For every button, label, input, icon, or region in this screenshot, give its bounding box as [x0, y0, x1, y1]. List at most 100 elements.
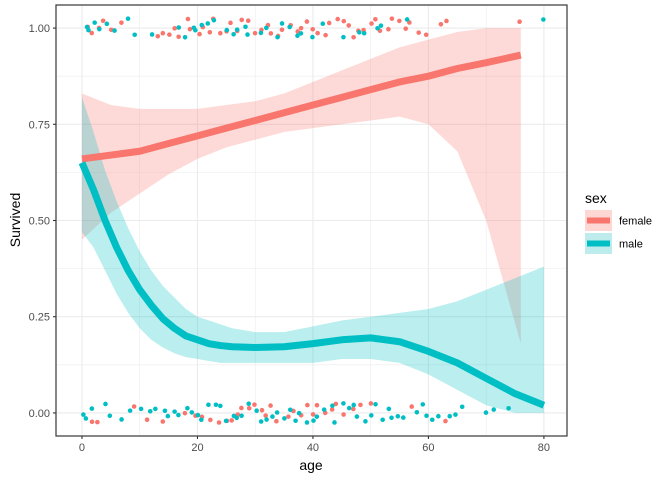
x-tick-label: 60 — [422, 442, 434, 454]
point-female — [369, 21, 374, 26]
point-male — [165, 413, 171, 419]
point-male — [404, 17, 410, 22]
point-male — [330, 403, 335, 409]
point-male — [224, 27, 230, 33]
point-male — [223, 418, 229, 424]
point-female — [89, 30, 95, 36]
x-tick-label: 20 — [191, 442, 203, 454]
point-female — [416, 30, 422, 35]
confidence-band-female — [81, 28, 521, 344]
point-male — [341, 34, 346, 40]
point-female — [310, 26, 316, 32]
y-axis-ticks: 0.00 0.25 0.50 0.75 1.00 — [29, 23, 56, 420]
point-male — [389, 415, 394, 421]
x-axis-title: age — [299, 457, 323, 473]
point-female — [228, 20, 233, 26]
point-female — [397, 18, 402, 24]
smooth-line-male — [78, 161, 546, 409]
point-female — [279, 27, 285, 33]
point-male — [234, 415, 240, 421]
point-female — [341, 18, 347, 24]
point-female — [239, 405, 244, 411]
point-female — [358, 402, 363, 408]
point-male — [447, 413, 453, 419]
point-female — [298, 25, 304, 31]
legend-label-male: male — [619, 239, 643, 251]
point-female — [197, 31, 202, 37]
point-female — [333, 401, 339, 407]
point-male — [378, 23, 384, 28]
confidence-band-male — [81, 97, 544, 413]
point-male — [213, 402, 219, 408]
point-male — [420, 402, 426, 407]
point-female — [329, 407, 335, 412]
x-tick-label: 80 — [538, 442, 550, 454]
point-male — [103, 401, 108, 407]
point-female — [314, 402, 320, 408]
point-female — [263, 413, 268, 418]
point-male — [119, 417, 124, 422]
point-male — [400, 415, 406, 420]
point-male — [320, 21, 326, 26]
point-male — [153, 406, 158, 412]
y-tick-label: 0.00 — [29, 408, 50, 420]
point-male — [346, 405, 352, 411]
point-male — [287, 24, 292, 30]
point-male — [231, 31, 236, 37]
point-male — [491, 407, 497, 412]
point-male — [304, 420, 310, 425]
data-points — [81, 16, 546, 425]
point-female — [259, 407, 265, 413]
y-tick-label: 0.25 — [29, 312, 50, 324]
point-female — [100, 18, 106, 24]
point-female — [252, 30, 258, 36]
point-male — [172, 409, 177, 414]
point-male — [264, 25, 269, 31]
point-female — [218, 30, 223, 36]
point-male — [104, 21, 110, 27]
point-female — [182, 410, 188, 416]
point-male — [264, 417, 269, 422]
point-male — [506, 405, 511, 411]
point-male — [453, 412, 458, 417]
smooth-lines — [78, 51, 546, 409]
point-female — [335, 16, 340, 22]
point-male — [107, 413, 113, 419]
point-male — [89, 406, 95, 411]
point-female — [346, 23, 352, 28]
point-male — [279, 21, 285, 26]
point-female — [95, 419, 100, 425]
point-male — [245, 32, 250, 37]
point-male — [97, 26, 102, 32]
point-male — [246, 401, 252, 407]
point-male — [363, 419, 368, 424]
point-female — [131, 404, 137, 409]
point-male — [127, 408, 133, 413]
point-female — [208, 417, 213, 423]
point-female — [310, 412, 316, 417]
point-male — [282, 416, 287, 421]
point-male — [182, 34, 188, 40]
point-male — [354, 414, 360, 419]
point-male — [386, 406, 392, 412]
point-male — [321, 407, 327, 412]
point-male — [311, 418, 316, 423]
point-male — [541, 17, 546, 22]
point-female — [517, 19, 522, 25]
point-female — [286, 414, 291, 419]
point-female — [229, 418, 234, 423]
point-male — [310, 34, 315, 40]
point-male — [81, 412, 86, 417]
point-female — [341, 412, 346, 417]
point-female — [304, 19, 310, 24]
point-female — [239, 17, 245, 23]
point-female — [216, 420, 222, 425]
point-male — [234, 27, 240, 32]
point-female — [403, 26, 409, 31]
legend-key-female: female — [585, 210, 652, 231]
point-female — [176, 34, 181, 40]
point-female — [245, 18, 251, 24]
point-male — [298, 31, 304, 36]
point-female — [323, 32, 328, 38]
point-male — [275, 34, 280, 40]
